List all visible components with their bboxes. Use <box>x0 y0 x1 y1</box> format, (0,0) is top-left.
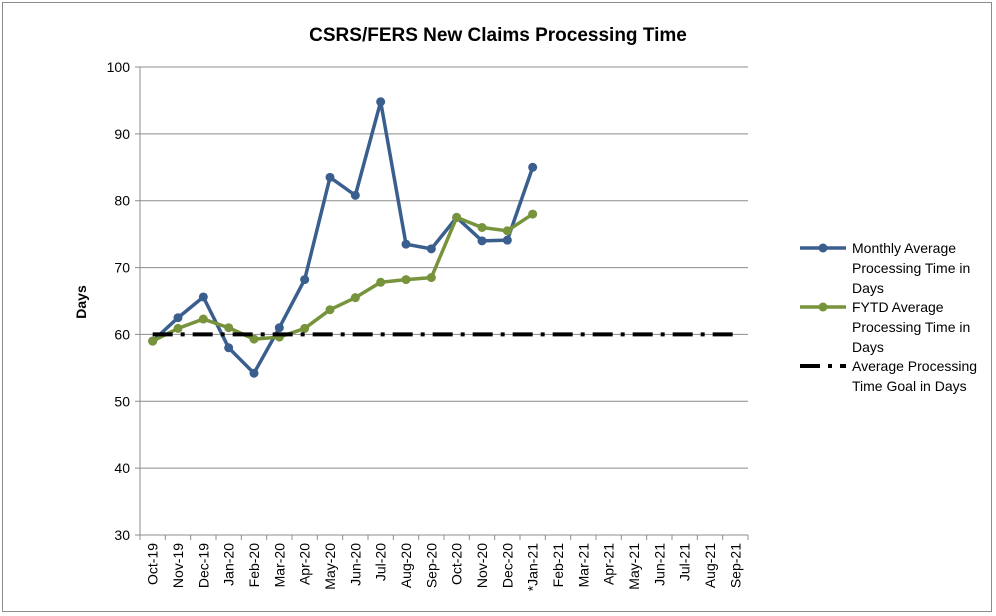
fytd-data-point <box>528 209 538 219</box>
monthly-data-point <box>350 190 360 200</box>
x-tick-label: *Jan-21 <box>525 543 541 591</box>
x-tick-label: Jul-20 <box>373 543 389 581</box>
x-tick-label: Mar-21 <box>575 543 591 588</box>
monthly-data-point <box>249 368 259 378</box>
monthly-data-point <box>477 236 487 246</box>
monthly-data-point <box>426 244 436 254</box>
monthly-data-point <box>502 235 512 245</box>
x-tick-label: Apr-21 <box>601 543 617 585</box>
fytd-data-point <box>452 212 462 222</box>
x-tick-label: Oct-20 <box>449 543 465 585</box>
fytd-data-point <box>426 273 436 283</box>
monthly-data-point <box>274 323 284 333</box>
fytd-data-point <box>224 323 234 333</box>
monthly-data-point <box>300 275 310 285</box>
x-tick-label: Aug-21 <box>702 543 718 588</box>
monthly-data-point <box>376 97 386 107</box>
x-tick-label: Aug-20 <box>398 543 414 588</box>
x-tick-label: Dec-20 <box>499 543 515 588</box>
y-tick-label: 100 <box>107 59 131 75</box>
fytd-data-point <box>300 323 310 333</box>
x-tick-label: Nov-19 <box>170 543 186 588</box>
y-tick-label: 60 <box>114 326 130 342</box>
legend-swatch-marker <box>818 243 828 253</box>
y-tick-label: 40 <box>114 460 130 476</box>
y-tick-label: 90 <box>114 126 130 142</box>
y-tick-label: 80 <box>114 193 130 209</box>
y-axis-label: Days <box>73 285 89 319</box>
x-tick-label: Jun-20 <box>347 543 363 586</box>
fytd-series-line <box>151 212 534 343</box>
x-tick-label: Mar-20 <box>271 543 287 588</box>
y-axis-ticks: 30 40 50 60 70 80 90 100 <box>107 59 140 543</box>
monthly-data-point <box>401 239 411 249</box>
series-group <box>148 97 736 378</box>
monthly-data-point <box>224 343 234 353</box>
x-tick-label: Sep-20 <box>423 543 439 588</box>
y-tick-label: 30 <box>114 527 130 543</box>
fytd-data-point <box>350 293 360 303</box>
legend: Monthly Average Processing Time in DaysFYT… <box>800 240 977 394</box>
fytd-data-point <box>148 336 158 346</box>
fytd-data-point <box>198 314 208 324</box>
fytd-data-point <box>502 226 512 236</box>
legend-entry-label: Monthly Average Processing Time in Days <box>852 240 970 296</box>
fytd-data-point <box>477 222 487 232</box>
legend-entry-label: Average Processing Time Goal in Days <box>852 358 977 394</box>
x-tick-label: Nov-20 <box>474 543 490 588</box>
monthly-data-point <box>528 162 538 172</box>
x-tick-label: May-21 <box>626 543 642 590</box>
y-tick-label: 50 <box>114 393 130 409</box>
x-tick-label: May-20 <box>322 543 338 590</box>
x-tick-label: Feb-20 <box>246 543 262 588</box>
fytd-data-point <box>401 275 411 285</box>
x-tick-label: Oct-19 <box>145 543 161 585</box>
legend-swatch-marker <box>818 302 828 312</box>
fytd-data-point <box>249 334 259 344</box>
monthly-data-point <box>325 172 335 182</box>
x-tick-label: Jun-21 <box>651 543 667 586</box>
monthly-data-point <box>173 313 183 323</box>
monthly-data-point <box>198 292 208 302</box>
x-tick-label: Sep-21 <box>727 543 743 588</box>
y-tick-label: 70 <box>114 260 130 276</box>
x-tick-label: Jul-21 <box>677 543 693 581</box>
fytd-data-point <box>325 305 335 315</box>
fytd-data-point <box>173 323 183 333</box>
x-axis-ticks: Oct-19 Nov-19 Dec-19 Jan-20 Feb-20 Mar-20 Apr-… <box>139 535 749 591</box>
chart-title: CSRS/FERS New Claims Processing Time <box>309 25 687 46</box>
fytd-data-point <box>376 277 386 287</box>
x-tick-label: Apr-20 <box>297 543 313 585</box>
gridlines <box>139 66 748 536</box>
x-tick-label: Dec-19 <box>195 543 211 588</box>
x-tick-label: Jan-20 <box>221 543 237 586</box>
x-tick-label: Feb-21 <box>550 543 566 588</box>
legend-entry-label: FYTD Average Processing Time in Days <box>852 299 970 355</box>
